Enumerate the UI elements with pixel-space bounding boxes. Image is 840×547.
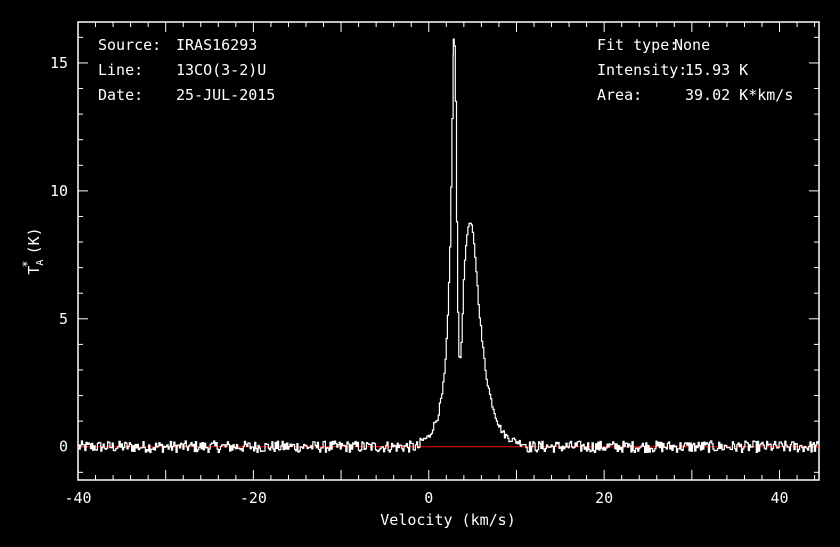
- x-tick-label: 40: [771, 489, 789, 507]
- line-value: 13CO(3-2)U: [176, 61, 266, 79]
- svg-text:TA*(K): TA* (K): [20, 227, 46, 274]
- date-value: 25-JUL-2015: [176, 86, 275, 104]
- source-value: IRAS16293: [176, 36, 257, 54]
- y-tick-label: 0: [59, 438, 68, 456]
- plot-frame: [77, 21, 820, 481]
- fit-type-value: None: [674, 36, 710, 54]
- y-axis-label-sup: *: [20, 260, 34, 267]
- spectrum-line: [78, 38, 819, 453]
- x-tick-label: 0: [424, 489, 433, 507]
- source-label: Source:: [98, 36, 161, 54]
- x-axis-label: Velocity (km/s): [380, 511, 515, 529]
- intensity-label: Intensity:: [597, 61, 687, 79]
- x-tick-label: -20: [240, 489, 267, 507]
- y-axis-label: TA* (K): [20, 227, 46, 274]
- y-axis-label-sub: A: [35, 260, 46, 266]
- y-tick-label: 10: [50, 182, 68, 200]
- y-tick-label: 5: [59, 310, 68, 328]
- axis-tick-labels: -40 -20 0 20 40 0 5 10 15: [50, 54, 789, 507]
- y-tick-label: 15: [50, 54, 68, 72]
- y-axis-label-main: T: [25, 266, 43, 275]
- line-label: Line:: [98, 61, 143, 79]
- axis-ticks: [77, 22, 819, 480]
- area-value: 39.02 K*km/s: [685, 86, 793, 104]
- x-tick-label: 20: [595, 489, 613, 507]
- y-axis-label-unit: (K): [25, 227, 43, 254]
- intensity-value: 15.93 K: [685, 61, 748, 79]
- fit-type-label: Fit type:: [597, 36, 678, 54]
- date-label: Date:: [98, 86, 143, 104]
- x-tick-label: -40: [64, 489, 91, 507]
- area-label: Area:: [597, 86, 642, 104]
